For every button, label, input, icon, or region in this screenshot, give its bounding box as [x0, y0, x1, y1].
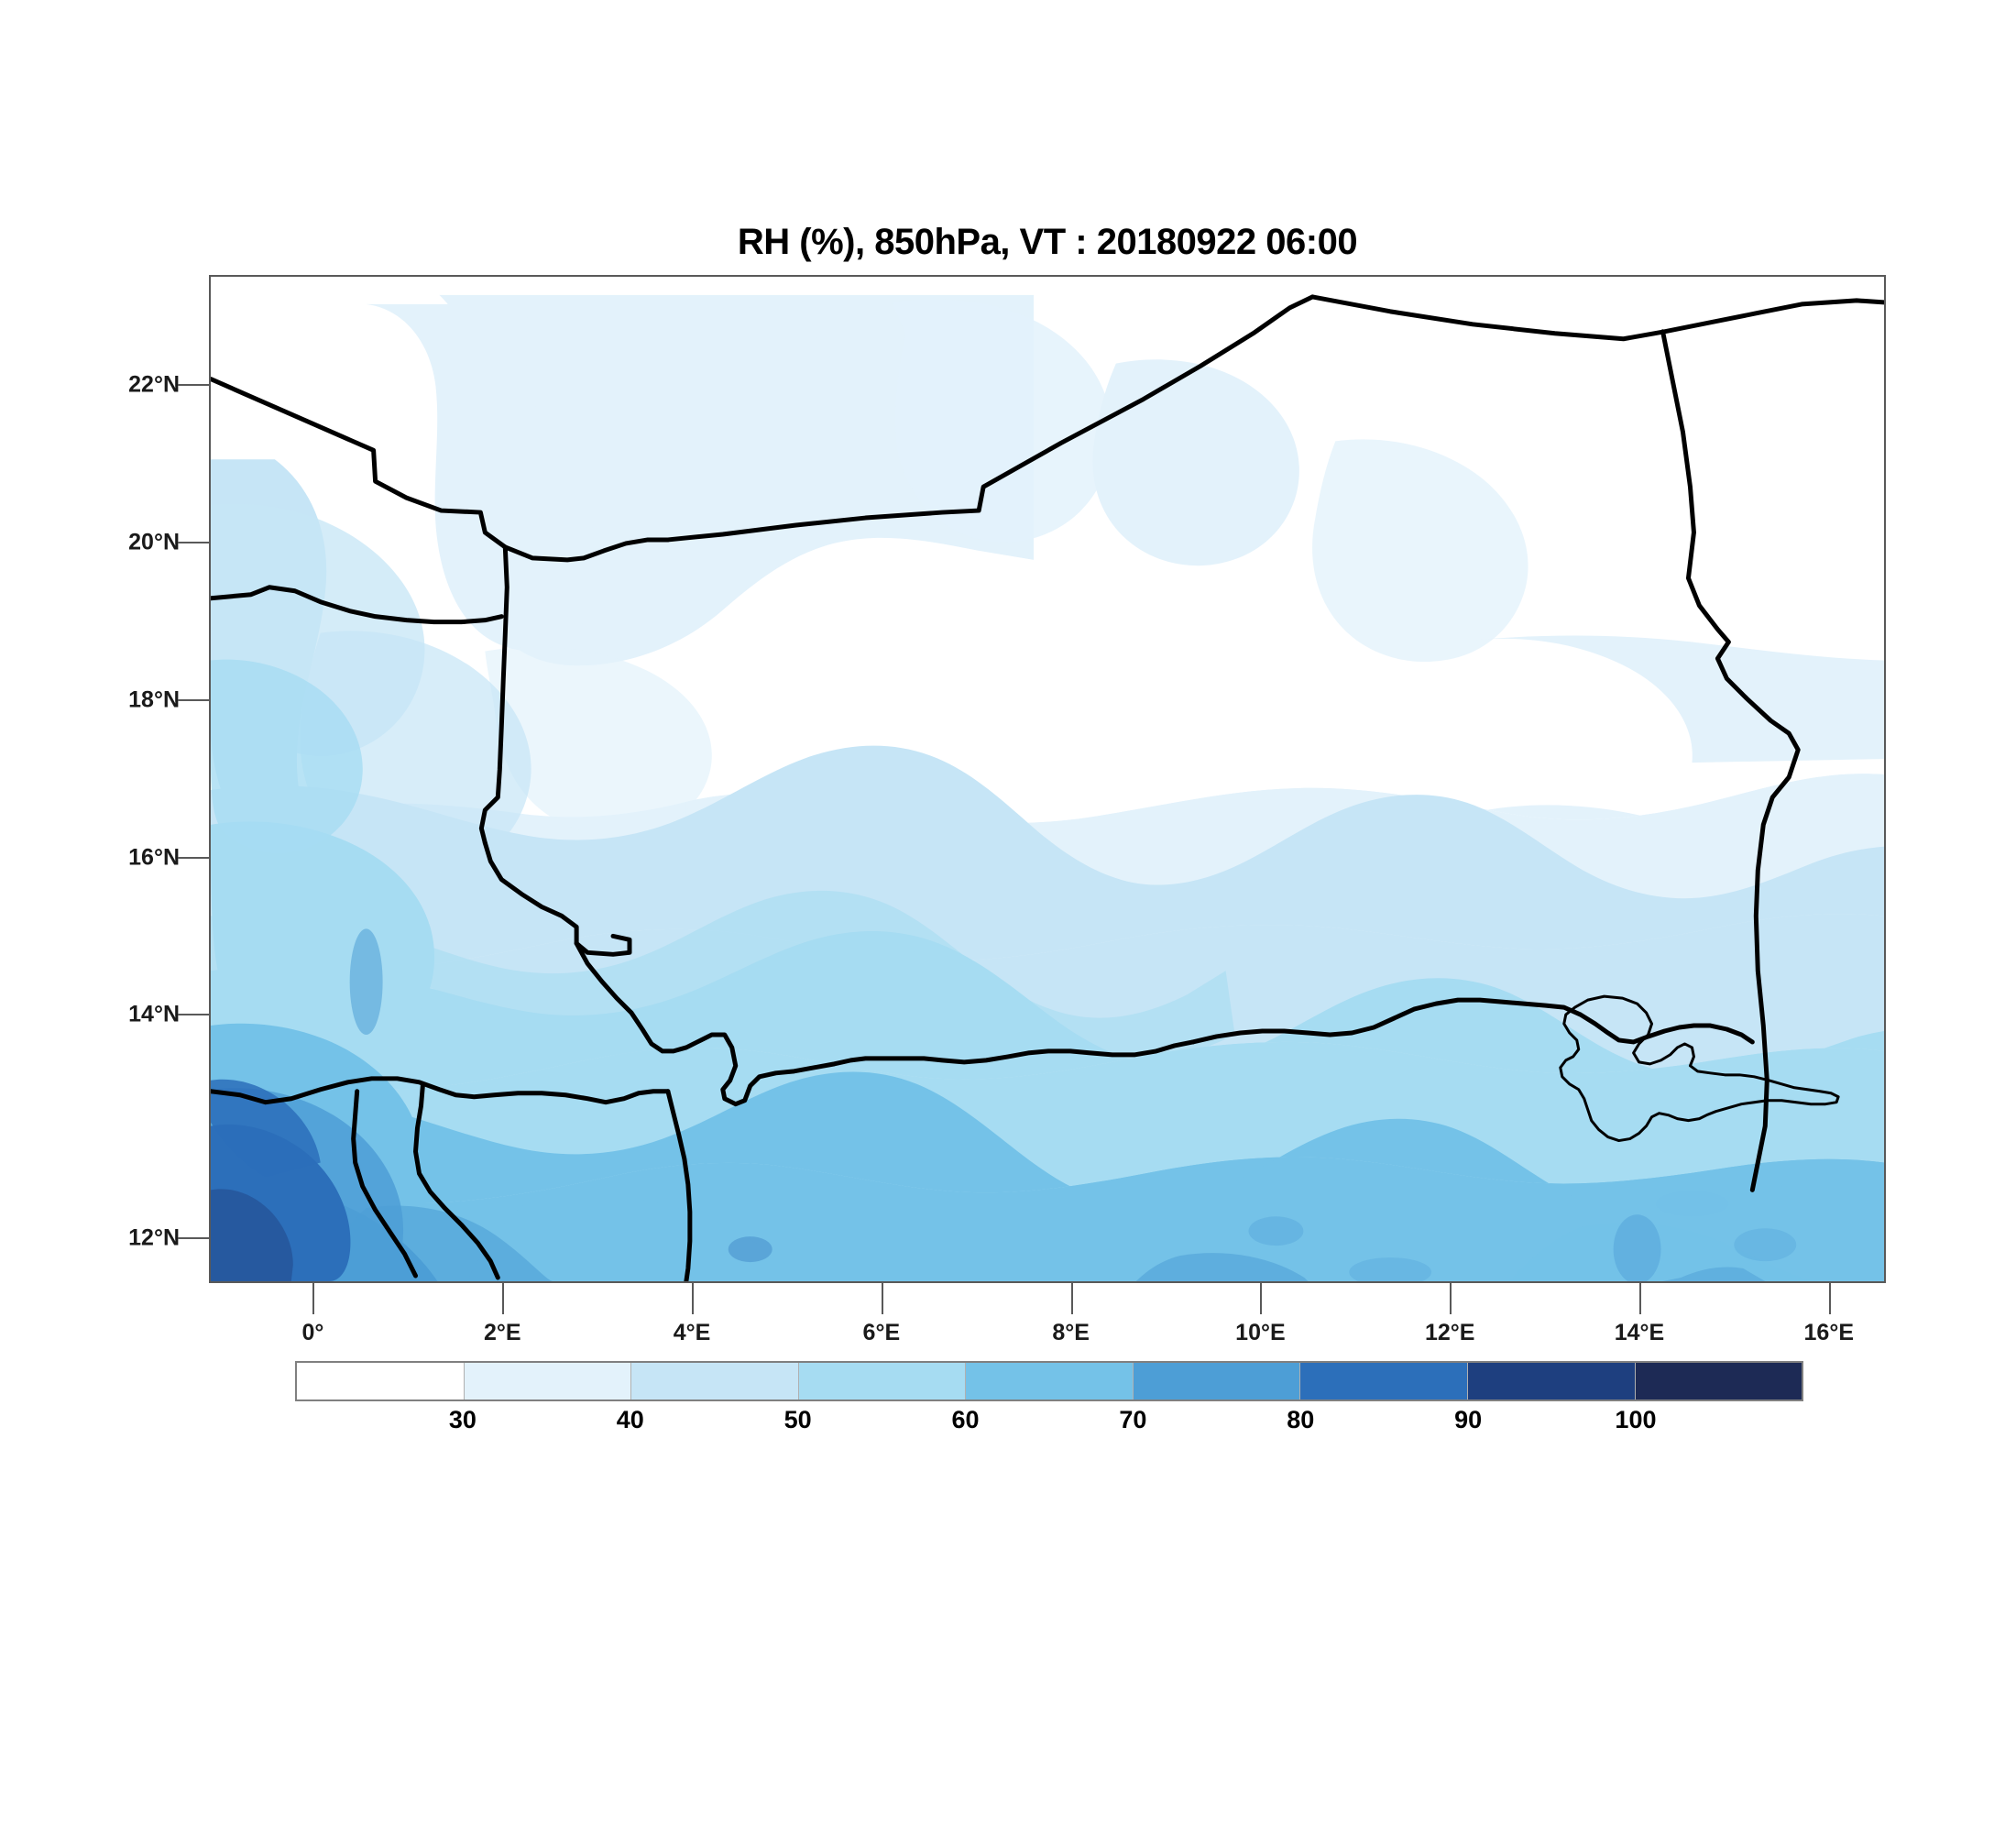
border-mali-west [211, 585, 504, 625]
colorbar-segment-over100 [1634, 1363, 1802, 1399]
x-axis-labels: 0° 2°E 4°E 6°E 8°E 10°E 12°E 14°E 16°E [209, 1320, 1886, 1356]
y-tick-label-12N: 12°N [128, 1224, 180, 1250]
border-burkina-benin [211, 1076, 671, 1105]
border-algeria-niger [665, 294, 1315, 543]
y-tick-22N [178, 383, 209, 386]
x-tick-label-4E: 4°E [673, 1320, 711, 1345]
x-tick-label-14E: 14°E [1614, 1320, 1665, 1345]
page-title: RH (%), 850hPa, VT : 20180922 06:00 [737, 222, 1358, 262]
y-tick-16N [178, 856, 209, 859]
x-tick-label-2E: 2°E [483, 1320, 521, 1345]
x-tick-label-12E: 12°E [1424, 1320, 1475, 1345]
x-tick-16E [1828, 1283, 1831, 1314]
x-tick-4E [692, 1283, 695, 1314]
x-tick-12E [1450, 1283, 1452, 1314]
lake-chad-outline [1559, 994, 1840, 1143]
colorbar-label-30: 30 [448, 1406, 477, 1433]
x-tick-0 [312, 1283, 315, 1314]
y-tick-12N [178, 1236, 209, 1239]
border-niger-nigeria-east [1190, 997, 1755, 1045]
rh-filled-contours [211, 277, 1884, 1281]
rh-contour-map [211, 277, 1884, 1281]
x-tick-label-16E: 16°E [1803, 1320, 1855, 1345]
border-burkina-togo [351, 1089, 419, 1279]
border-benin-nigeria [665, 1089, 693, 1281]
colorbar-segment-60-70 [965, 1363, 1133, 1399]
border-niger-chad [1660, 329, 1801, 1192]
x-tick-label-6E: 6°E [862, 1320, 901, 1345]
colorbar[interactable] [295, 1361, 1803, 1401]
colorbar-label-100: 100 [1615, 1406, 1657, 1433]
x-tick-label-8E: 8°E [1052, 1320, 1090, 1345]
map-plot-area[interactable] [209, 275, 1886, 1283]
y-tick-label-16N: 16°N [128, 844, 180, 871]
border-mali-niger-south [482, 840, 632, 957]
x-tick-label-10E: 10°E [1235, 1320, 1286, 1345]
colorbar-label-50: 50 [783, 1406, 812, 1433]
colorbar-tick-labels: 30 40 50 60 70 80 90 100 [295, 1406, 1803, 1443]
colorbar-segment-80-90 [1299, 1363, 1467, 1399]
colorbar-label-70: 70 [1119, 1406, 1147, 1433]
x-tick-label-0: 0° [301, 1320, 324, 1345]
x-tick-14E [1638, 1283, 1641, 1314]
colorbar-segment-30-40 [463, 1363, 631, 1399]
y-axis-labels: 12°N 14°N 16°N 18°N 20°N 22°N [0, 275, 180, 1283]
colorbar-segment-under30 [297, 1363, 464, 1399]
colorbar-segment-50-60 [797, 1363, 966, 1399]
x-axis-ticks [209, 1283, 1886, 1314]
border-niger-nigeria-west [574, 940, 1196, 1107]
colorbar-segment-70-80 [1132, 1363, 1300, 1399]
y-tick-label-20N: 20°N [128, 529, 180, 554]
country-borders [211, 294, 1884, 1281]
colorbar-label-80: 80 [1287, 1406, 1315, 1433]
colorbar-label-60: 60 [951, 1406, 980, 1433]
x-tick-10E [1260, 1283, 1263, 1314]
y-axis-ticks [178, 275, 209, 1283]
y-tick-label-22N: 22°N [128, 371, 180, 398]
x-tick-2E [502, 1283, 505, 1314]
colorbar-label-90: 90 [1454, 1406, 1483, 1433]
border-mali-niger-north [478, 544, 509, 846]
y-tick-20N [178, 541, 209, 543]
x-tick-6E [881, 1283, 883, 1314]
colorbar-segment-40-50 [630, 1363, 798, 1399]
colorbar-segment-90-100 [1466, 1363, 1635, 1399]
x-tick-8E [1070, 1283, 1073, 1314]
colorbar-label-40: 40 [616, 1406, 644, 1433]
y-tick-label-14N: 14°N [128, 1001, 180, 1027]
y-tick-14N [178, 1014, 209, 1016]
y-tick-label-18N: 18°N [128, 686, 180, 713]
y-tick-18N [178, 699, 209, 702]
border-benin-togo [413, 1081, 500, 1280]
